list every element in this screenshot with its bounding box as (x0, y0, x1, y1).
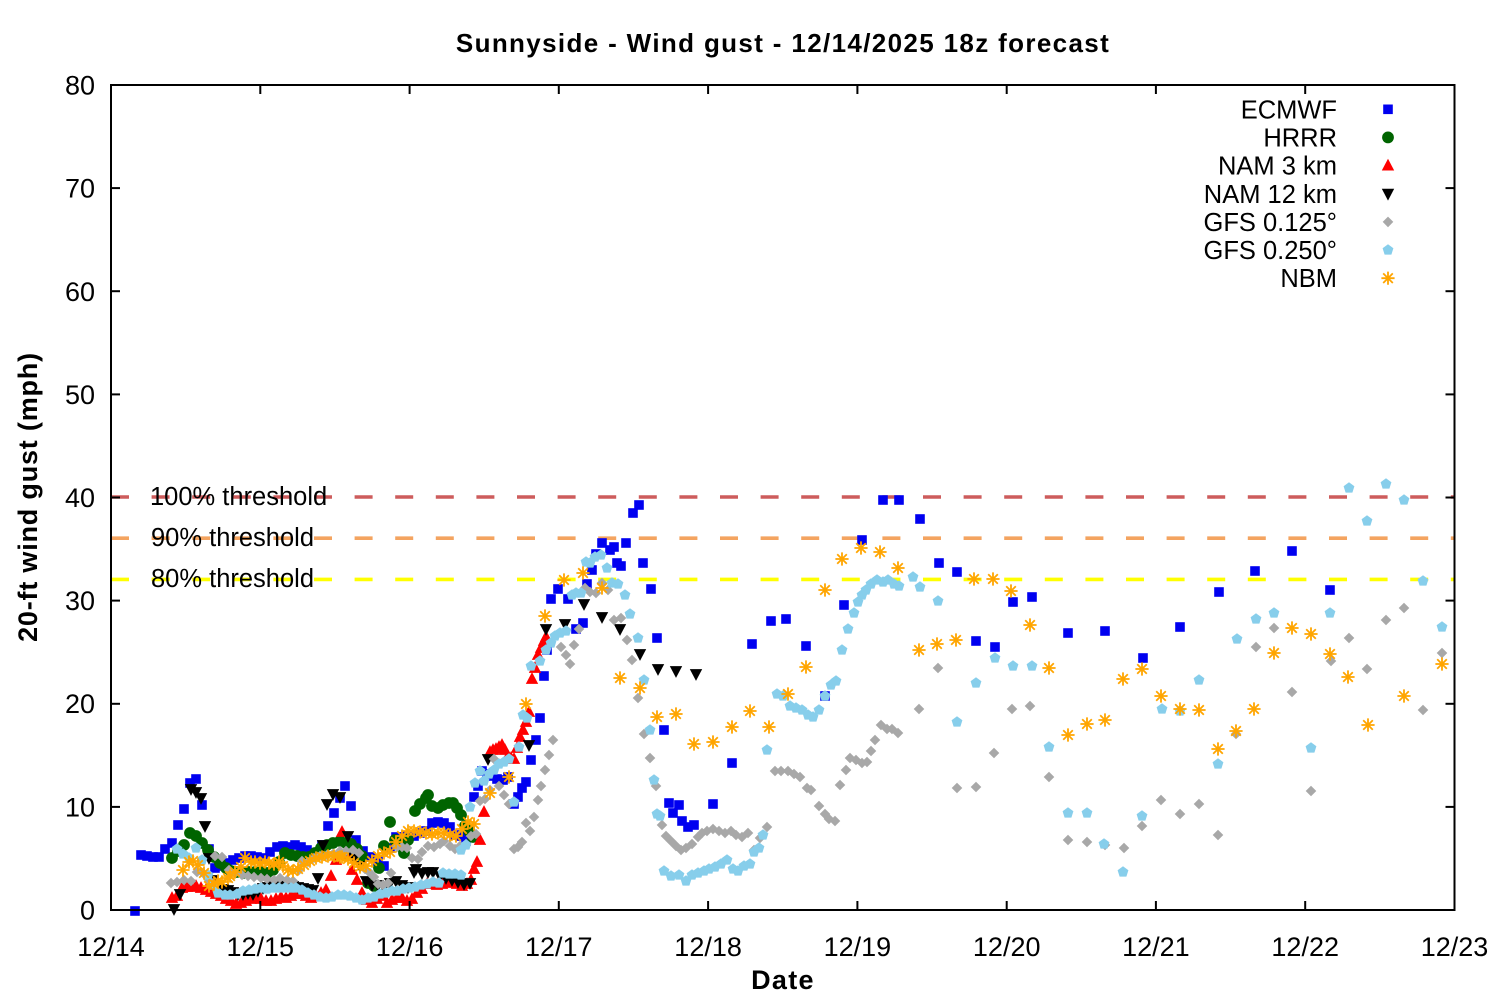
svg-text:100% threshold: 100% threshold (150, 483, 327, 511)
svg-text:Date: Date (751, 965, 815, 995)
svg-text:NAM 3 km: NAM 3 km (1218, 153, 1337, 181)
svg-text:ECMWF: ECMWF (1241, 96, 1337, 124)
svg-text:20: 20 (65, 689, 95, 719)
svg-text:12/22: 12/22 (1271, 932, 1339, 962)
svg-text:90% threshold: 90% threshold (151, 524, 314, 552)
svg-text:10: 10 (65, 792, 95, 822)
svg-text:12/14: 12/14 (77, 932, 145, 962)
svg-text:GFS 0.125°: GFS 0.125° (1203, 209, 1337, 237)
svg-text:12/17: 12/17 (525, 932, 593, 962)
svg-text:12/18: 12/18 (674, 932, 742, 962)
svg-text:12/20: 12/20 (973, 932, 1041, 962)
svg-text:NBM: NBM (1280, 265, 1337, 293)
svg-text:GFS 0.250°: GFS 0.250° (1203, 237, 1337, 265)
svg-text:12/16: 12/16 (376, 932, 444, 962)
svg-text:0: 0 (80, 896, 95, 926)
svg-text:12/21: 12/21 (1122, 932, 1190, 962)
svg-text:12/23: 12/23 (1421, 932, 1489, 962)
svg-text:Sunnyside - Wind gust - 12/14/: Sunnyside - Wind gust - 12/14/2025 18z f… (456, 28, 1110, 58)
svg-text:80: 80 (65, 71, 95, 101)
svg-text:50: 50 (65, 380, 95, 410)
svg-text:HRRR: HRRR (1263, 124, 1337, 152)
svg-text:30: 30 (65, 586, 95, 616)
svg-text:12/15: 12/15 (227, 932, 295, 962)
svg-text:40: 40 (65, 483, 95, 513)
svg-text:20-ft wind gust (mph): 20-ft wind gust (mph) (13, 352, 43, 642)
svg-text:12/19: 12/19 (824, 932, 892, 962)
svg-text:60: 60 (65, 277, 95, 307)
svg-text:70: 70 (65, 174, 95, 204)
svg-text:80% threshold: 80% threshold (151, 565, 314, 593)
svg-text:NAM 12 km: NAM 12 km (1204, 181, 1337, 209)
